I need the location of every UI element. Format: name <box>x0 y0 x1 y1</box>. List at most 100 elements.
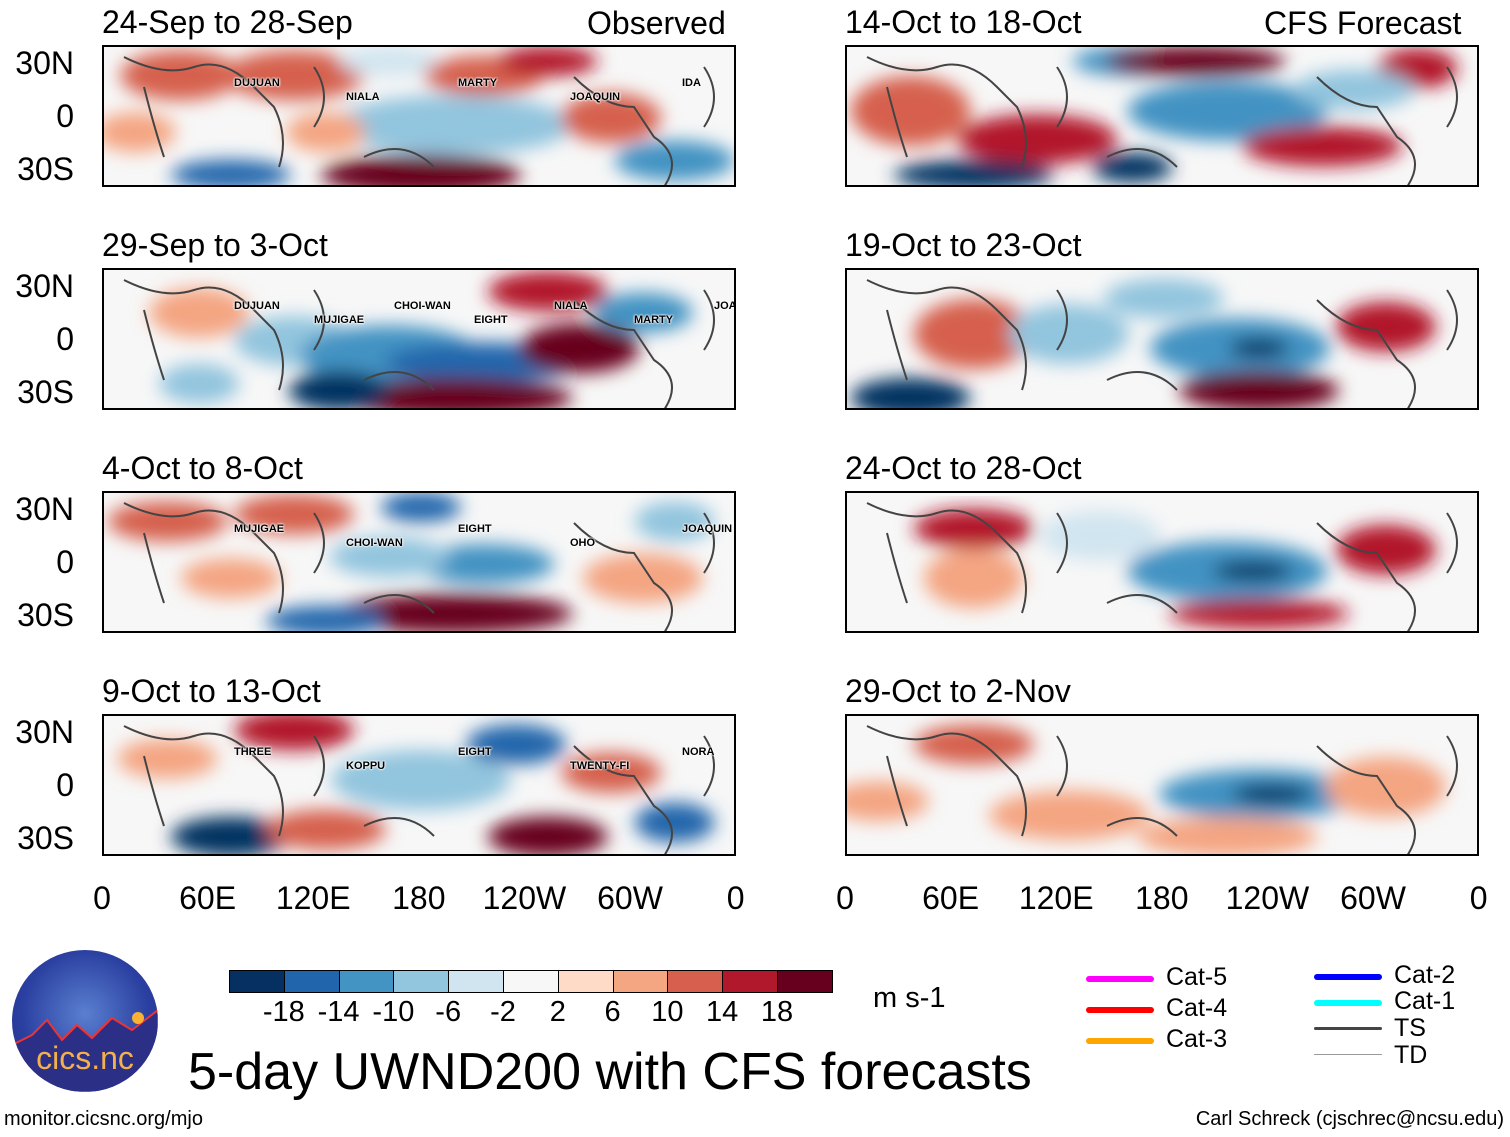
panel-title: 24-Sep to 28-Sep <box>102 4 353 40</box>
lon-tick-label: 60W <box>597 880 663 916</box>
storm-label: OHO <box>570 537 596 549</box>
storm-label: CHOI-WAN <box>394 300 451 312</box>
wind-anomaly-region <box>1092 152 1173 183</box>
coastlines <box>866 725 1458 854</box>
wind-anomaly-region <box>1242 126 1403 167</box>
map-panel <box>845 268 1479 410</box>
legend-label: Cat-1 <box>1394 987 1456 1015</box>
colorbar-swatch <box>338 970 395 993</box>
wind-anomaly-region <box>847 781 929 822</box>
coastlines <box>123 502 715 631</box>
wind-anomaly-region <box>120 50 241 101</box>
lat-tick-label: 30N <box>15 491 74 527</box>
lat-tick-label: 30S <box>17 151 74 187</box>
figure-title: 5-day UWND200 with CFS forecasts <box>188 1043 1032 1101</box>
wind-anomaly-region <box>331 749 511 810</box>
legend-line-cat-3 <box>1086 1038 1154 1044</box>
storm-label: IDA <box>682 77 701 89</box>
wind-anomaly-region <box>1229 338 1290 359</box>
wind-anomaly-region <box>332 95 573 156</box>
wind-anomaly-region <box>561 93 662 143</box>
colorbar-swatch <box>557 970 614 993</box>
lat-tick-label: 30N <box>15 714 74 750</box>
lat-tick-label: 30N <box>15 45 74 81</box>
footer-url[interactable]: monitor.cicsnc.org/mjo <box>4 1108 203 1130</box>
legend-label: Cat-2 <box>1394 961 1456 989</box>
storm-label: DUJUAN <box>234 300 280 312</box>
lat-tick-label: 30S <box>17 597 74 633</box>
lon-tick-label: 60E <box>179 880 237 916</box>
wind-anomaly-region <box>107 501 228 542</box>
coastlines <box>123 279 715 408</box>
panel-title: 29-Sep to 3-Oct <box>102 227 328 263</box>
wind-anomaly-region <box>1335 301 1436 352</box>
wind-anomaly-region <box>149 287 250 338</box>
legend-label: TD <box>1394 1041 1428 1069</box>
wind-anomaly-region <box>1105 47 1286 77</box>
lat-tick-label: 0 <box>56 544 74 580</box>
panel-title: 9-Oct to 13-Oct <box>102 673 321 709</box>
storm-label: JOAQUIN <box>682 523 733 535</box>
wind-anomaly-region <box>224 50 365 101</box>
storm-label: MARTY <box>634 314 674 326</box>
colorbar-tick-label: 6 <box>604 996 621 1028</box>
colorbar-swatch <box>722 970 779 993</box>
map-panel <box>845 714 1479 856</box>
colorbar-tick-label: -10 <box>372 996 415 1028</box>
wind-anomaly-region <box>1008 303 1129 364</box>
lon-tick-label: 60E <box>922 880 980 916</box>
wind-anomaly-region <box>1231 784 1312 805</box>
wind-anomaly-region <box>497 47 598 77</box>
logo: cics.nc <box>12 950 158 1092</box>
coastlines <box>866 56 1458 185</box>
storm-label: MUJIGAE <box>314 314 365 326</box>
wind-anomaly-region <box>1179 370 1340 408</box>
wind-anomaly-region <box>592 292 693 333</box>
panel-title: 19-Oct to 23-Oct <box>845 227 1082 263</box>
wind-anomaly-region <box>1294 69 1415 110</box>
wind-anomaly-region <box>519 323 640 374</box>
wind-anomaly-region <box>1137 816 1318 854</box>
wind-anomaly-region <box>381 493 461 523</box>
colorbar-swatch <box>503 970 559 993</box>
legend-line-cat-4 <box>1086 1007 1154 1013</box>
storm-label: THREE <box>234 746 272 758</box>
colorbar-swatch <box>283 970 340 993</box>
wind-anomaly-region <box>234 716 355 751</box>
wind-anomaly-region <box>321 154 521 185</box>
wind-anomaly-region <box>634 501 715 542</box>
wind-anomaly-region <box>466 724 567 765</box>
panel-title: 24-Oct to 28-Oct <box>845 450 1082 486</box>
wind-anomaly-region <box>414 544 555 584</box>
wind-anomaly-region <box>1104 278 1224 319</box>
wind-anomaly-region <box>614 140 734 181</box>
storm-label: CHOI-WAN <box>346 537 403 549</box>
lon-tick-label: 120E <box>1018 880 1094 916</box>
storm-label: JOAQUIN <box>714 300 736 312</box>
wind-anomaly-region <box>285 112 366 153</box>
colorbar-tick-label: -18 <box>262 996 305 1028</box>
lat-tick-label: 30S <box>17 820 74 856</box>
legend-line-td <box>1314 1054 1382 1055</box>
panel-title: 29-Oct to 2-Nov <box>845 673 1071 709</box>
legend-label: TS <box>1394 1014 1426 1042</box>
lat-tick-label: 30S <box>17 374 74 410</box>
lon-tick-label: 120W <box>1225 880 1310 916</box>
colorbar-swatch <box>229 970 285 993</box>
storm-label: KOPPU <box>346 760 386 772</box>
coastlines <box>123 56 715 185</box>
wind-anomaly-region <box>329 536 450 577</box>
wind-anomaly-region <box>339 47 440 77</box>
coastlines <box>866 502 1458 631</box>
storm-label: MUJIGAE <box>234 523 285 535</box>
legend-label: Cat-4 <box>1166 994 1228 1022</box>
legend-label: Cat-5 <box>1166 963 1228 991</box>
colorbar-swatch <box>777 970 833 993</box>
wind-anomaly-region <box>332 377 573 408</box>
wind-anomaly-region <box>104 112 176 153</box>
lon-tick-label: 0 <box>93 880 111 916</box>
wind-anomaly-region <box>634 802 715 843</box>
wind-anomaly-region <box>1169 598 1350 629</box>
lon-tick-label: 180 <box>392 880 446 916</box>
map-panel <box>845 45 1479 187</box>
